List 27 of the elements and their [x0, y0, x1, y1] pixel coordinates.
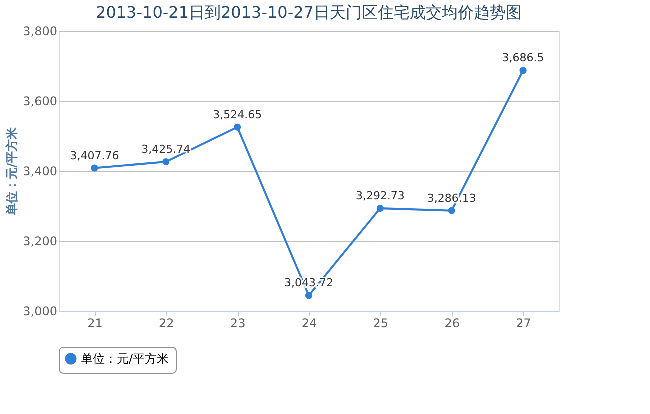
point: [448, 207, 456, 214]
data-label: 3,407.76: [70, 149, 120, 162]
x-tick-label: 22: [159, 316, 174, 330]
point: [234, 124, 242, 131]
x-tick-label: 21: [88, 316, 103, 330]
point: [305, 292, 313, 300]
point: [376, 205, 384, 212]
data-label: 3,425.74: [142, 142, 191, 156]
data-label: 3,292.73: [356, 190, 405, 203]
chart-title: 2013-10-21日到2013-10-27日天门区住宅成交均价趋势图: [96, 3, 522, 22]
y-tick-label: 3,600: [23, 94, 58, 108]
x-tick-label: 25: [373, 316, 389, 330]
point: [162, 158, 170, 166]
point: [91, 164, 98, 172]
x-tick-label: 24: [302, 316, 318, 330]
point: [520, 67, 527, 74]
x-tick-label: 23: [230, 316, 246, 330]
y-tick-label: 3,200: [23, 234, 58, 248]
y-tick-label: 3,800: [23, 24, 58, 38]
legend-label: 单位：元/平方米: [81, 352, 170, 366]
data-label: 3,686.5: [502, 52, 544, 65]
x-tick-label: 27: [516, 316, 532, 330]
y-tick-label: 3,000: [23, 304, 58, 318]
y-tick-label: 3,400: [23, 164, 58, 178]
y-axis-title: 单位：元/平方米: [5, 126, 20, 217]
data-label: 3,524.65: [213, 108, 262, 122]
x-tick-label: 26: [444, 316, 460, 330]
